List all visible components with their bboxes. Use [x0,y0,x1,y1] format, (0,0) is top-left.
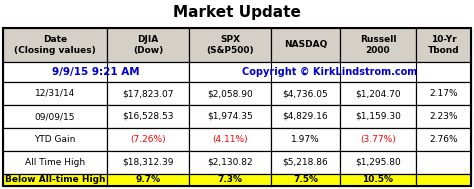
Text: (4.11%): (4.11%) [212,135,248,144]
Bar [189,28,271,62]
Bar [107,105,189,128]
Text: $16,528.53: $16,528.53 [122,112,174,121]
Text: (3.77%): (3.77%) [360,135,396,144]
Text: 9.7%: 9.7% [136,176,161,184]
Text: Copyright © KirkLindstrom.com: Copyright © KirkLindstrom.com [242,67,418,77]
Text: 2.76%: 2.76% [429,135,458,144]
Bar [340,174,416,186]
Text: $1,159.30: $1,159.30 [355,112,401,121]
Bar [189,105,271,128]
Text: $2,058.90: $2,058.90 [207,89,253,98]
Bar [107,151,189,174]
Text: 7.3%: 7.3% [218,176,243,184]
Text: $17,823.07: $17,823.07 [122,89,174,98]
Text: 10-Yr
Tbond: 10-Yr Tbond [428,35,459,55]
Bar [3,82,107,105]
Bar [3,105,107,128]
Bar [189,62,471,82]
Text: 1.97%: 1.97% [291,135,320,144]
Text: 10.5%: 10.5% [363,176,393,184]
Bar [107,28,189,62]
Bar [416,128,471,151]
Text: DJIA
(Dow): DJIA (Dow) [133,35,163,55]
Bar [3,28,471,186]
Text: Below All-time High: Below All-time High [5,176,105,184]
Bar [340,82,416,105]
Text: $4,736.05: $4,736.05 [283,89,328,98]
Bar [3,151,107,174]
Bar [189,174,271,186]
Text: $1,295.80: $1,295.80 [355,158,401,167]
Text: $1,974.35: $1,974.35 [207,112,253,121]
Bar [271,82,340,105]
Bar [340,128,416,151]
Bar [189,128,271,151]
Text: (7.26%): (7.26%) [130,135,166,144]
Bar [271,128,340,151]
Bar [3,28,107,62]
Bar [3,62,189,82]
Bar [271,105,340,128]
Text: 7.5%: 7.5% [293,176,318,184]
Bar [271,174,340,186]
Bar [3,174,107,186]
Bar [416,82,471,105]
Text: Market Update: Market Update [173,5,301,20]
Text: SPX
(S&P500): SPX (S&P500) [206,35,254,55]
Text: NASDAQ: NASDAQ [284,40,327,50]
Text: $18,312.39: $18,312.39 [122,158,174,167]
Bar [340,151,416,174]
Text: $2,130.82: $2,130.82 [207,158,253,167]
Bar [271,151,340,174]
Bar [340,28,416,62]
Text: $1,204.70: $1,204.70 [355,89,401,98]
Text: YTD Gain: YTD Gain [34,135,76,144]
Bar [3,128,107,151]
Bar [416,28,471,62]
Text: 09/09/15: 09/09/15 [35,112,75,121]
Bar [189,82,271,105]
Text: $4,829.16: $4,829.16 [283,112,328,121]
Text: 2.23%: 2.23% [429,112,458,121]
Text: All Time High: All Time High [25,158,85,167]
Bar [271,28,340,62]
Bar [340,105,416,128]
Text: 2.17%: 2.17% [429,89,458,98]
Bar [107,82,189,105]
Text: 12/31/14: 12/31/14 [35,89,75,98]
Bar [416,151,471,174]
Bar [416,174,471,186]
Text: Russell
2000: Russell 2000 [360,35,396,55]
Bar [107,128,189,151]
Bar [189,151,271,174]
Text: 9/9/15 9:21 AM: 9/9/15 9:21 AM [52,67,140,77]
Bar [107,174,189,186]
Text: Date
(Closing values): Date (Closing values) [14,35,96,55]
Bar [416,105,471,128]
Text: $5,218.86: $5,218.86 [283,158,328,167]
